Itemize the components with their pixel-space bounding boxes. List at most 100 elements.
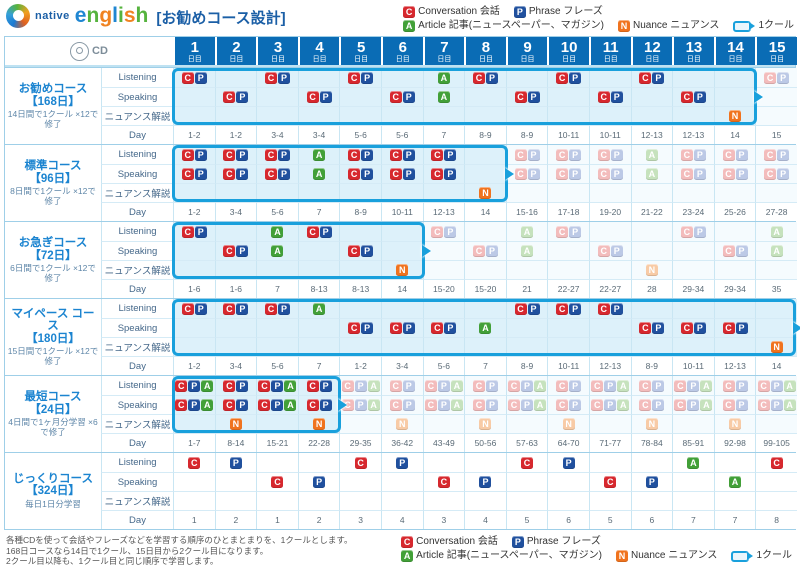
p-icon-faded: P: [354, 379, 367, 392]
schedule-cell: [505, 472, 548, 491]
course-note: 14日間で1クール ×12で修了: [7, 109, 99, 129]
n-icon-faded: N: [396, 418, 409, 430]
day-range-cell: 10-11: [547, 125, 589, 144]
cd-cell: CD: [5, 37, 173, 65]
c-icon-faded: C: [508, 399, 521, 411]
c-icon: C: [680, 91, 693, 103]
row-label-listening: Listening: [101, 299, 173, 318]
schedule-cell: [256, 318, 298, 337]
p-icon-faded: P: [485, 399, 498, 411]
day-header-12: 12 日目: [630, 37, 673, 65]
schedule-cell: [339, 414, 381, 433]
day-range-cell: 8-14: [214, 433, 257, 452]
schedule-cell: [214, 106, 257, 125]
day-header-4: 4 日目: [297, 37, 340, 65]
schedule-cell: [672, 299, 714, 318]
day-range-cell: 3-4: [297, 125, 340, 144]
a-icon-faded: A: [700, 379, 713, 392]
schedule-cell: C: [422, 472, 465, 491]
schedule-cell: [339, 183, 381, 202]
day-range-cell: 7: [297, 202, 340, 221]
schedule-cell: C: [505, 453, 548, 472]
course-duration: 【168日】: [26, 95, 80, 108]
schedule-cell: [713, 183, 756, 202]
legend-item-nuance: N Nuance ニュアンス: [615, 549, 718, 563]
schedule-cell: [380, 337, 423, 356]
day-range-cell: 14: [713, 125, 756, 144]
schedule-cell: [713, 491, 756, 510]
a-icon-faded: A: [783, 379, 796, 392]
p-icon: P: [652, 322, 665, 334]
a-icon-faded: A: [534, 399, 547, 411]
schedule-cell: [380, 222, 423, 241]
schedule-cell: P: [380, 453, 423, 472]
schedule-cell: [464, 299, 506, 318]
day-range-cell: 1-2: [214, 125, 257, 144]
schedule-cell: [505, 491, 548, 510]
brand-logo-icon: [6, 4, 30, 28]
day-header-5: 5 日目: [339, 37, 381, 65]
day-header-10: 10 日目: [547, 37, 589, 65]
day-header-suffix: 日目: [312, 55, 327, 63]
legend-item-label: Nuance ニュアンス: [630, 550, 718, 561]
day-range-cell: 12-13: [422, 202, 465, 221]
schedule-cell: P: [214, 453, 257, 472]
row-label-nuance: ニュアンス解説: [101, 260, 173, 279]
day-range-cell: 14: [380, 279, 423, 298]
p-icon: P: [361, 168, 374, 180]
day-range-cell: 10-11: [547, 356, 589, 375]
schedule-cell: [173, 414, 215, 433]
course-duration: 【180日】: [26, 332, 80, 345]
p-icon-faded: P: [604, 379, 617, 392]
schedule-cell: N: [464, 183, 506, 202]
day-range-cell: 8-13: [297, 279, 340, 298]
a-icon: A: [729, 476, 742, 488]
day-range-cell: 29-35: [339, 433, 381, 452]
course-name: お勧めコース: [18, 83, 88, 95]
day-range-cell: 12-13: [672, 125, 714, 144]
course-duration: 【72日】: [29, 249, 77, 262]
p-icon-faded: P: [652, 379, 665, 392]
c-icon-faded: C: [764, 71, 777, 84]
c-icon-faded: C: [680, 168, 693, 180]
day-header-2: 2 日目: [214, 37, 257, 65]
schedule-cell: [339, 472, 381, 491]
cd-label: CD: [92, 45, 108, 57]
p-icon: P: [693, 322, 706, 334]
day-header-number: 9: [523, 38, 532, 56]
c-icon-faded: C: [514, 148, 527, 161]
schedule-cell: [256, 106, 298, 125]
p-icon-faded: P: [770, 379, 783, 392]
schedule-cell: [505, 318, 548, 337]
c-icon: C: [722, 322, 735, 334]
schedule-cell: [173, 87, 215, 106]
schedule-cell: N: [214, 414, 257, 433]
c-icon: C: [306, 225, 319, 238]
schedule-cell: [630, 453, 673, 472]
n-icon: N: [729, 110, 742, 122]
schedule-cell: [422, 453, 465, 472]
schedule-cell: [713, 68, 756, 87]
schedule-cell: [505, 414, 548, 433]
n-icon-faded: N: [645, 264, 658, 276]
legend-item-label: Nuance ニュアンス: [632, 20, 720, 31]
day-range-cell: 22-27: [588, 279, 631, 298]
schedule-cell: [713, 337, 756, 356]
schedule-cell: C: [173, 453, 215, 472]
day-header-number: 14: [727, 38, 744, 56]
p-icon: P: [652, 71, 665, 84]
p-icon-faded: P: [437, 399, 450, 411]
day-header-number: 12: [643, 38, 661, 56]
course-schedule-table: CD 1 日目 2 日目 3 日目 4 日目 5 日目 6 日目 7 日目 8 日目 9 日目 10 日目 11 日目 12 日…: [4, 36, 800, 530]
